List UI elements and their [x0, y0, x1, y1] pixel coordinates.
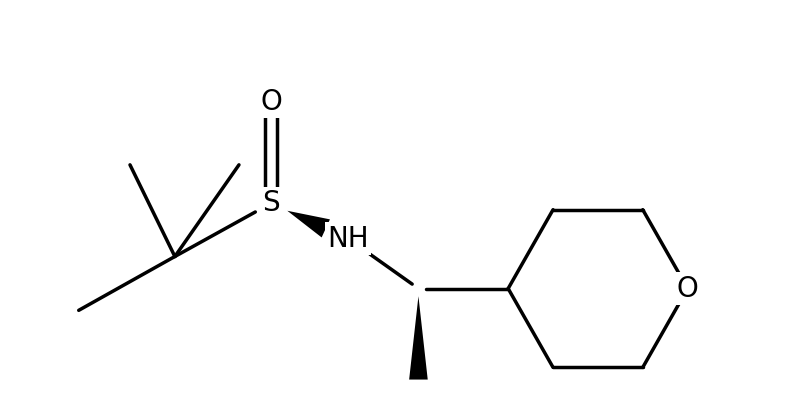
- Text: NH: NH: [327, 225, 369, 252]
- Polygon shape: [409, 296, 428, 380]
- Polygon shape: [287, 211, 330, 237]
- Text: O: O: [677, 275, 699, 303]
- Text: O: O: [260, 88, 282, 116]
- Text: S: S: [262, 189, 280, 217]
